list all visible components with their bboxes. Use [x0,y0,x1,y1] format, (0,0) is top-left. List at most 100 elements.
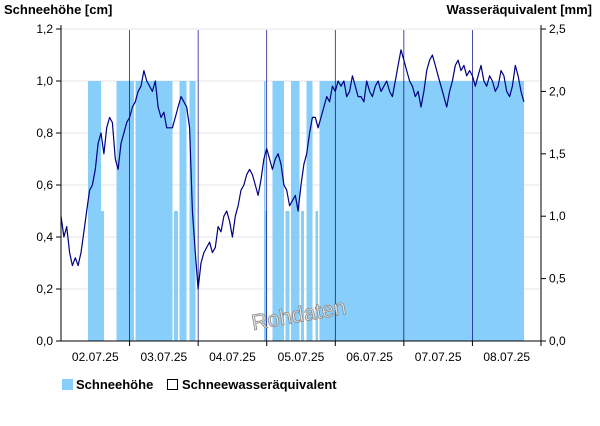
snow-depth-bar [423,81,426,341]
snow-depth-bar [399,81,401,341]
snow-depth-bar [508,81,510,341]
snow-depth-bar [291,81,293,341]
snow-depth-bar [483,81,486,341]
snow-depth-bar [332,81,334,341]
snow-depth-bar [323,81,326,341]
snow-depth-bar [401,81,403,341]
snow-depth-bar [452,81,454,341]
snow-depth-bar [142,81,144,341]
snow-depth-bar [498,81,500,341]
snow-depth-bar [158,81,160,341]
snow-depth-bar [121,81,123,341]
snow-depth-bar [392,81,394,341]
right-tick-label: 0,0 [549,334,566,348]
snow-depth-bar [485,81,487,341]
snow-depth-bar [125,81,127,341]
snow-depth-bar [181,81,183,341]
snow-depth-bar [443,81,446,341]
right-tick-label: 1,0 [549,209,566,223]
snow-depth-bar [191,81,193,341]
snow-depth-bar [411,81,413,341]
snow-depth-bar [501,81,503,341]
snow-depth-bar [496,81,499,341]
snow-depth-bar [302,211,304,341]
snow-depth-bar [298,81,300,341]
snow-depth-bar [446,81,449,341]
snow-depth-bar [465,81,467,341]
x-tick-label: 02.07.25 [72,350,119,364]
snow-depth-bar [435,81,437,341]
snow-depth-bar [495,81,497,341]
snow-depth-bars [88,81,524,341]
snow-depth-bar [373,81,376,341]
snow-depth-bar [153,81,156,341]
snow-depth-bar [462,81,464,341]
snow-depth-bar [306,81,309,341]
snow-depth-bar [341,81,343,341]
x-tick-label: 03.07.25 [140,350,187,364]
snow-depth-bar [448,81,450,341]
swe-line [60,49,525,290]
snow-depth-bar [432,81,434,341]
snow-depth-bar [406,81,409,341]
legend-label-snow-depth: Schneehöhe [76,377,153,392]
left-tick-label: 0,0 [36,334,53,348]
snow-depth-bar [151,81,153,341]
snow-depth-bar [326,81,329,341]
snow-depth-bar [99,81,101,341]
snow-depth-bar [408,81,410,341]
snow-depth-bar [492,81,494,341]
right-tick-label: 2,5 [549,22,566,36]
snow-depth-bar [351,81,353,341]
snow-depth-bar [362,81,364,341]
snow-depth-bar [329,81,331,341]
snow-depth-bar [419,81,421,341]
day-separator-lines [129,30,473,341]
x-tick-label: 08.07.25 [483,350,530,364]
snow-depth-bar [165,81,167,341]
right-axis-title: Wasseräquivalent [mm] [447,2,592,17]
snow-depth-bar [375,81,377,341]
snow-depth-bar [325,81,327,341]
axes [60,25,542,342]
snow-depth-bar [163,81,166,341]
snow-depth-bar [296,81,299,341]
snow-depth-bar [116,81,119,341]
swe-line-layer [60,49,525,290]
snow-depth-bar [481,81,483,341]
snow-depth-bar [123,81,126,341]
snow-depth-bar [91,81,93,341]
snow-depth-bar [493,81,496,341]
snow-depth-bar [511,81,513,341]
left-tick-label: 1,2 [36,22,53,36]
snow-depth-bar [506,81,509,341]
snow-depth-bar [286,211,289,341]
snow-depth-bar [431,81,433,341]
snow-depth-bar [449,81,451,341]
snow-depth-bar [396,81,399,341]
snow-depth-bar [92,81,94,341]
x-tick-label: 05.07.25 [278,350,325,364]
right-axis-ticks: 0,0 0,5 1,0 1,5 2,0 2,5 [541,22,566,348]
snow-depth-bar [149,81,151,341]
snow-depth-bar [293,81,296,341]
snow-depth-bar [328,81,330,341]
snow-depth-bar [442,81,444,341]
snow-depth-bar [455,81,457,341]
snow-depth-bar [159,81,161,341]
snow-depth-bar [439,81,441,341]
snow-depth-bar [369,81,371,341]
snow-depth-bar [468,81,470,341]
snow-depth-bar [403,81,406,341]
snow-depth-bar [499,81,501,341]
snow-depth-bar [388,81,390,341]
snow-depth-bar [126,81,129,341]
snow-depth-bar [322,81,324,341]
snow-depth-bar [359,81,361,341]
snow-depth-bar [421,81,423,341]
snow-depth-bar [119,81,121,341]
snow-depth-bar [122,81,124,341]
snow-depth-bar [265,211,267,341]
snow-depth-bar [482,81,484,341]
